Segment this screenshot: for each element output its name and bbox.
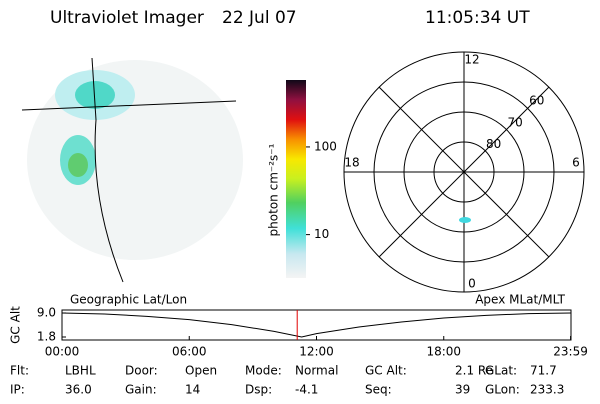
info-label: IP:	[10, 383, 25, 397]
title: Ultraviolet Imager	[50, 8, 204, 28]
info-value: Normal	[295, 364, 338, 378]
alt-xtick-label: 00:00	[45, 345, 80, 359]
time: 11:05:34 UT	[425, 8, 530, 28]
info-label: Gain:	[125, 383, 157, 397]
alt-ytick-label: 9.0	[37, 306, 56, 320]
info-label: GLat:	[485, 364, 517, 378]
info-value: 233.3	[530, 383, 564, 397]
info-value: -4.1	[295, 383, 318, 397]
alt-xtick-label: 23:59	[553, 345, 588, 359]
polar-grid	[343, 51, 585, 293]
info-label: GLon:	[485, 383, 520, 397]
alt-xtick-label: 12:00	[299, 345, 334, 359]
alt-ytick-label: 1.8	[37, 330, 56, 344]
lat-label: 70	[508, 115, 523, 129]
lat-ring	[403, 111, 525, 233]
info-value: 14	[185, 383, 200, 397]
mlt-label: 18	[344, 156, 359, 170]
alt-xtick-label: 18:00	[426, 345, 461, 359]
lat-ring	[373, 81, 555, 263]
info-label: Dsp:	[245, 383, 272, 397]
mlt-label: 6	[572, 156, 580, 170]
alt-left-label: Geographic Lat/Lon	[70, 293, 187, 307]
info-label: Door:	[125, 364, 158, 378]
info-value: 2.1 Re	[455, 364, 493, 378]
colorbar	[286, 80, 306, 278]
mlt-label: 12	[464, 53, 479, 67]
alt-curve	[61, 312, 572, 338]
info-label: Mode:	[245, 364, 282, 378]
lat-label: 60	[529, 94, 544, 108]
info-value: 71.7	[530, 364, 557, 378]
mlt-label: 0	[468, 277, 476, 291]
info-label: Flt:	[10, 364, 29, 378]
colorbar-tick-label: 10	[314, 227, 329, 241]
info-value: LBHL	[65, 364, 96, 378]
colorbar-tick-label: 100	[314, 139, 337, 153]
info-label: Seq:	[365, 383, 392, 397]
alt-ylabel: GC Alt	[9, 306, 23, 344]
lat-label: 80	[486, 137, 501, 151]
info-value: 39	[455, 383, 470, 397]
date: 22 Jul 07	[222, 8, 297, 28]
uv-image	[21, 57, 243, 283]
alt-xtick-label: 06:00	[172, 345, 207, 359]
polar-spot	[459, 217, 471, 223]
lat-ring	[433, 141, 495, 203]
colorbar-label: photon cm⁻²s⁻¹	[267, 143, 281, 236]
alt-right-label: Apex MLat/MLT	[475, 293, 565, 307]
info-label: GC Alt:	[365, 364, 407, 378]
info-value: Open	[185, 364, 217, 378]
info-value: 36.0	[65, 383, 92, 397]
